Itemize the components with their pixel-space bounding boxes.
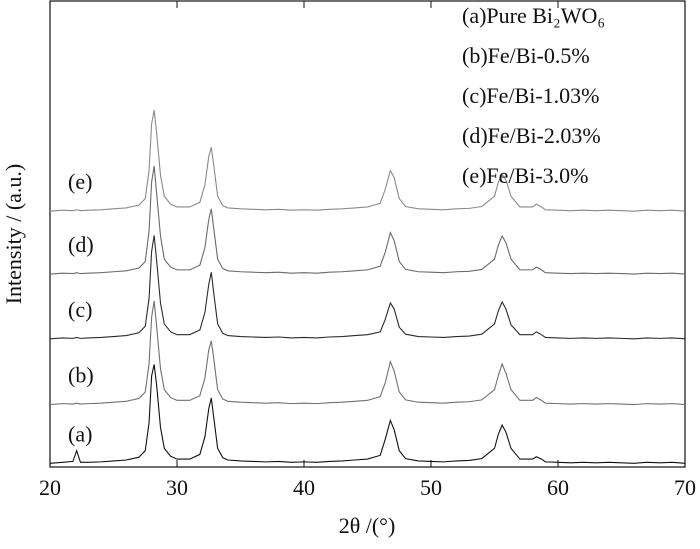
x-tick-label: 30	[166, 475, 188, 500]
legend-entry: (c)Fe/Bi-1.03%	[462, 83, 599, 108]
series-line	[49, 109, 686, 212]
curve-label: (e)	[68, 169, 92, 194]
curve-label: (b)	[68, 363, 94, 388]
legend-entry: (d)Fe/Bi-2.03%	[462, 123, 601, 148]
curve-label: (c)	[68, 297, 92, 322]
series-line	[49, 235, 686, 340]
x-axis-label: 2θ /(°)	[339, 513, 396, 538]
series-line	[49, 165, 686, 275]
curve-label: (a)	[68, 421, 92, 446]
legend-entry: (a)Pure Bi₂WO₆	[462, 3, 605, 28]
series-line	[49, 301, 686, 406]
x-tick-label: 60	[547, 475, 569, 500]
x-tick-label: 70	[674, 475, 696, 500]
plot-frame	[49, 0, 686, 468]
x-tick-label: 40	[293, 475, 315, 500]
series-line	[49, 364, 686, 464]
curve-label: (d)	[68, 232, 94, 257]
legend-entry: (b)Fe/Bi-0.5%	[462, 43, 590, 68]
legend-entry: (e)Fe/Bi-3.0%	[462, 163, 588, 188]
x-tick-label: 20	[39, 475, 61, 500]
y-axis-label: Intensity / (a.u.)	[1, 164, 26, 305]
x-tick-label: 50	[420, 475, 442, 500]
